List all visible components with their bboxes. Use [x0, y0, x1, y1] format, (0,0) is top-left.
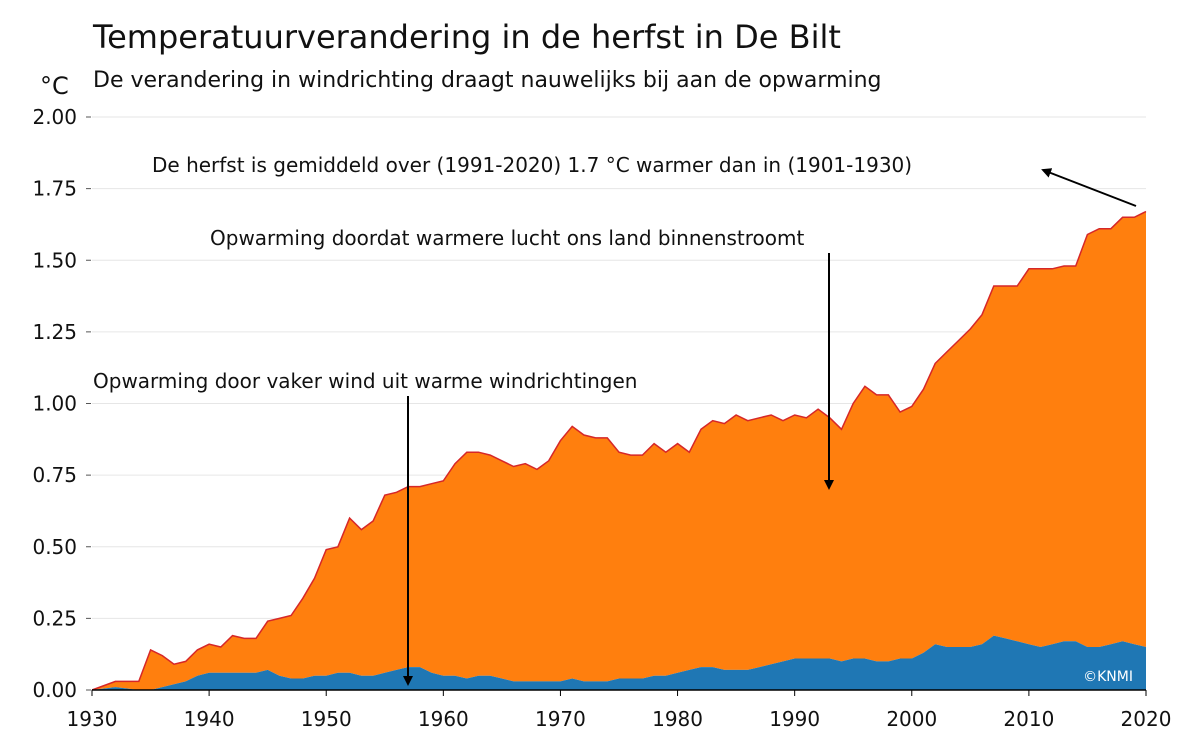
y-axis-unit: °C — [40, 72, 69, 100]
chart-title: Temperatuurverandering in de herfst in D… — [92, 18, 841, 56]
x-tick-label: 1940 — [184, 707, 235, 731]
x-axis-ticks: 1930 1940 1950 1960 1970 1980 1990 2000 2010 2020 — [67, 690, 1172, 731]
series-total-line — [91, 210, 1147, 691]
credit-label: ©KNMI — [1083, 669, 1133, 685]
chart-subtitle: De verandering in windrichting draagt na… — [93, 68, 882, 93]
x-tick-label: 2020 — [1121, 707, 1172, 731]
y-axis-ticks: 0.00 0.25 0.50 0.75 1.00 1.25 1.50 1.75 2.00 — [32, 105, 91, 702]
series-air-warming-area — [92, 211, 1146, 690]
series-wind-direction-area — [92, 635, 1146, 690]
y-tick-label: 1.25 — [32, 320, 77, 344]
y-tick-label: 1.75 — [32, 177, 77, 201]
y-tick-label: 0.50 — [32, 535, 77, 559]
x-tick-label: 1990 — [769, 707, 820, 731]
y-tick-label: 0.75 — [32, 463, 77, 487]
annotation-air-warming: Opwarming doordat warmere lucht ons land… — [210, 226, 805, 250]
x-tick-label: 1980 — [652, 707, 703, 731]
annotation-total-warming: De herfst is gemiddeld over (1991-2020) … — [152, 153, 912, 177]
x-tick-label: 1960 — [418, 707, 469, 731]
x-tick-label: 1950 — [301, 707, 352, 731]
plot-areas — [91, 210, 1147, 691]
x-tick-label: 2010 — [1003, 707, 1054, 731]
y-tick-label: 1.00 — [32, 392, 77, 416]
x-tick-label: 2000 — [886, 707, 937, 731]
y-tick-label: 2.00 — [32, 105, 77, 129]
y-tick-label: 0.25 — [32, 606, 77, 630]
y-tick-label: 1.50 — [32, 248, 77, 272]
y-tick-label: 0.00 — [32, 678, 77, 702]
annotation-wind-warming: Opwarming door vaker wind uit warme wind… — [93, 369, 637, 393]
annotation-total-arrow — [1041, 168, 1137, 207]
x-tick-label: 1930 — [67, 707, 118, 731]
x-tick-label: 1970 — [535, 707, 586, 731]
